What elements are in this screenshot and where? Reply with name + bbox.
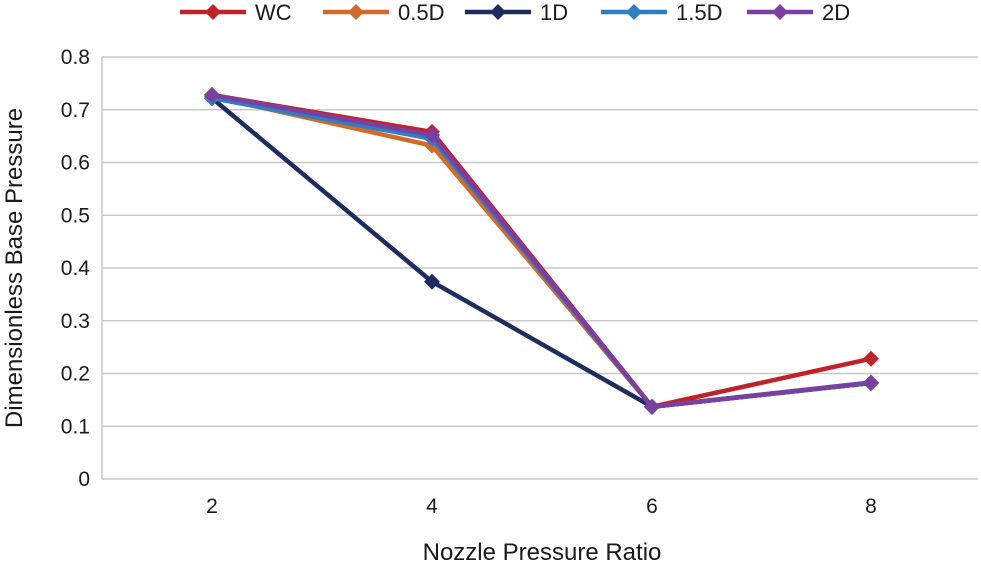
- legend-label: 1D: [540, 0, 568, 25]
- y-tick-label: 0.3: [61, 310, 90, 333]
- series-0-5d: [204, 88, 879, 415]
- x-tick-label: 8: [865, 495, 877, 518]
- series-wc: [204, 86, 879, 415]
- y-tick-label: 0: [78, 468, 90, 491]
- legend-item: WC: [180, 0, 292, 25]
- data-point-marker: [204, 86, 220, 103]
- y-axis-title: Dimensionless Base Pressure: [1, 108, 28, 428]
- legend-label: 0.5D: [398, 0, 444, 25]
- x-axis-title: Nozzle Pressure Ratio: [423, 539, 662, 564]
- series-2d: [204, 86, 879, 415]
- series-line: [209, 95, 874, 409]
- data-point-marker: [424, 127, 440, 144]
- y-tick-label: 0.6: [61, 152, 90, 175]
- series-line: [209, 92, 874, 409]
- x-tick-label: 4: [426, 495, 438, 518]
- data-point-marker: [424, 273, 440, 290]
- y-tick-label: 0.1: [61, 415, 90, 438]
- series-1d: [204, 90, 879, 415]
- legend-item: 1.5D: [601, 0, 722, 25]
- legend-item: 2D: [747, 0, 850, 25]
- legend-item: 0.5D: [323, 0, 444, 25]
- data-point-marker: [863, 350, 879, 367]
- legend-label: 1.5D: [676, 0, 722, 25]
- legend-label: WC: [255, 0, 292, 25]
- legend-marker: [772, 4, 788, 20]
- series-line: [209, 94, 874, 409]
- axes: 0 0.1 0.2 0.3 0.4 0.5 0.6 0.7 0.8 2 4 6 8: [61, 46, 877, 518]
- y-tick-label: 0.7: [61, 99, 90, 122]
- data-point-marker: [863, 374, 879, 391]
- x-tick-label: 6: [646, 495, 658, 518]
- y-tick-label: 0.5: [61, 204, 90, 227]
- series-lines: [204, 86, 879, 415]
- series-line: [209, 95, 874, 409]
- legend-marker: [490, 4, 506, 20]
- x-tick-label: 2: [206, 495, 218, 518]
- legend-marker: [205, 4, 221, 20]
- data-point-marker: [644, 398, 660, 415]
- series-1-5d: [204, 90, 879, 415]
- legend: WC 0.5D 1D 1.5D 2D: [180, 0, 850, 25]
- series-line: [209, 92, 874, 409]
- y-tick-label: 0.2: [61, 363, 90, 386]
- legend-label: 2D: [822, 0, 850, 25]
- legend-marker: [348, 4, 364, 20]
- legend-marker: [626, 4, 642, 20]
- y-tick-label: 0.4: [61, 257, 91, 280]
- legend-item: 1D: [465, 0, 568, 25]
- y-tick-label: 0.8: [61, 46, 90, 69]
